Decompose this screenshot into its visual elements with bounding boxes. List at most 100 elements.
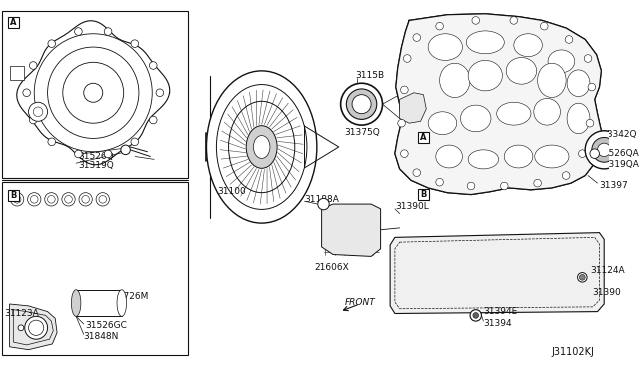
Text: 31123A: 31123A [4,309,40,318]
Text: 31124A: 31124A [590,266,625,275]
Circle shape [340,83,383,125]
Circle shape [436,22,444,30]
Ellipse shape [468,150,499,169]
Circle shape [62,193,75,206]
Circle shape [500,182,508,190]
Circle shape [104,150,112,158]
Bar [2,182,188,355]
Circle shape [540,22,548,30]
Text: 31397: 31397 [600,180,628,190]
Circle shape [29,62,37,69]
Ellipse shape [117,290,127,316]
Circle shape [31,196,38,203]
Text: 31526QA: 31526QA [598,149,639,158]
Circle shape [23,89,31,97]
Polygon shape [10,304,57,350]
Text: 31526Q: 31526Q [78,152,114,161]
Polygon shape [390,232,604,314]
Ellipse shape [514,34,542,57]
Circle shape [401,86,408,94]
Ellipse shape [436,145,463,168]
Text: 21606X: 21606X [314,263,349,272]
Circle shape [590,149,600,158]
Ellipse shape [207,71,317,223]
Circle shape [586,119,594,127]
Circle shape [13,196,21,203]
Circle shape [47,47,139,138]
Polygon shape [395,14,602,195]
Ellipse shape [504,145,533,168]
Ellipse shape [440,63,470,97]
Ellipse shape [253,135,270,158]
Circle shape [577,273,587,282]
Circle shape [588,83,596,91]
Text: B: B [10,191,17,200]
Circle shape [403,55,411,62]
Text: 31390L: 31390L [395,202,429,211]
Circle shape [592,138,616,162]
Ellipse shape [216,84,307,209]
Text: 31848N: 31848N [84,332,119,341]
Text: 31390: 31390 [592,288,621,297]
Circle shape [584,55,592,62]
Circle shape [534,179,541,187]
Circle shape [63,62,124,123]
Bar [8,17,19,28]
Text: A: A [10,18,17,27]
Bar [418,132,429,143]
Ellipse shape [497,102,531,125]
Circle shape [579,275,585,280]
Ellipse shape [72,290,81,316]
Circle shape [28,193,41,206]
Circle shape [48,138,56,146]
Ellipse shape [506,58,537,84]
Circle shape [470,310,481,321]
Circle shape [413,169,420,176]
Text: 31319QA: 31319QA [598,160,639,169]
Text: J31102KJ: J31102KJ [552,347,595,357]
Circle shape [65,196,72,203]
Ellipse shape [466,31,504,54]
Circle shape [84,83,103,102]
Circle shape [413,34,420,41]
Text: 38342Q: 38342Q [602,130,637,139]
Circle shape [150,62,157,69]
Circle shape [346,89,377,119]
Circle shape [318,198,329,210]
Circle shape [585,131,623,169]
Circle shape [45,193,58,206]
Circle shape [352,94,371,114]
Ellipse shape [228,101,295,193]
Text: 31526GC: 31526GC [86,321,127,330]
Ellipse shape [567,70,590,97]
Text: 31394E: 31394E [483,307,518,316]
Circle shape [563,172,570,179]
Circle shape [82,196,90,203]
Ellipse shape [428,34,463,60]
Circle shape [25,316,47,339]
Polygon shape [399,93,426,123]
Circle shape [75,150,82,158]
Text: 31394: 31394 [483,318,512,327]
Circle shape [29,102,47,121]
Circle shape [467,182,475,190]
Ellipse shape [534,99,561,125]
Circle shape [18,325,24,331]
Text: 31375Q: 31375Q [344,128,380,137]
Circle shape [397,119,405,127]
Circle shape [579,150,586,157]
Circle shape [473,312,479,318]
Ellipse shape [567,103,590,134]
Circle shape [29,320,44,336]
Circle shape [156,89,164,97]
Ellipse shape [538,63,566,97]
Circle shape [48,40,56,48]
Bar [2,11,188,179]
Text: 31319Q: 31319Q [78,161,114,170]
Circle shape [150,116,157,124]
Circle shape [131,138,139,146]
Circle shape [131,40,139,48]
Text: 31188A: 31188A [305,195,339,204]
Circle shape [121,145,131,155]
Text: FRONT: FRONT [344,298,375,307]
